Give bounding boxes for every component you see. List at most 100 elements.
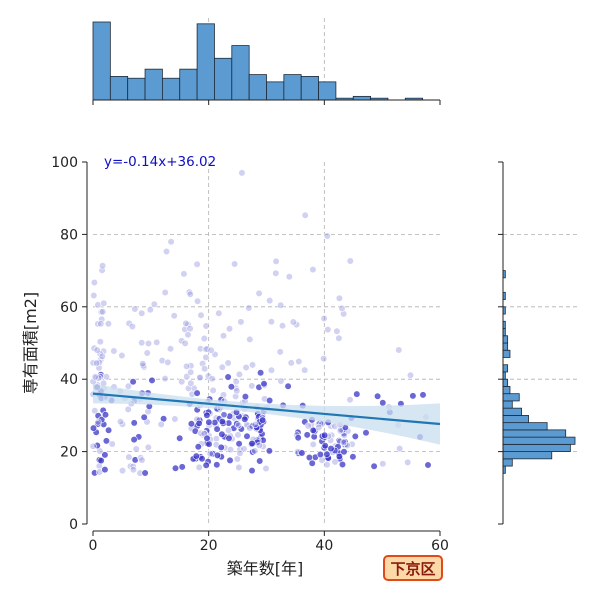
scatter-point [104,426,113,434]
y-hist-bar [502,349,511,358]
x-hist-bar [161,77,181,101]
scatter-point [153,338,161,347]
x-hist-bar [179,68,198,101]
scatter-point [336,427,344,435]
scatter-point [301,366,309,374]
scatter-point [101,451,109,459]
scatter-point [95,358,103,367]
scatter-point [202,461,210,469]
x-hist-bar [92,21,111,101]
y-hist-bar [502,342,509,351]
x-hist-bar [214,57,233,101]
scatter-point [346,257,354,265]
scatter-point [193,389,201,397]
scatter-point [98,315,106,323]
scatter-point [187,379,195,387]
scatter-point [187,368,195,376]
scatter-point [139,360,147,368]
y-hist-bar [502,335,509,344]
scatter-point [340,310,348,318]
y-tick-label: 20 [60,445,78,461]
x-hist-bar [196,23,215,101]
y-hist-bar [502,364,509,373]
y-axis-label: 専有面積[m2] [21,292,40,394]
y-hist-bar [502,414,529,424]
scatter-point [255,289,263,298]
scatter-point [309,426,317,435]
scatter-point [276,348,284,356]
scatter-point [102,373,110,381]
y-tick-label: 100 [51,155,78,171]
scatter-point [327,436,335,445]
scatter-point [116,418,125,426]
scatter-point [194,443,202,451]
scatter-point [98,352,106,360]
scatter-point [91,373,99,381]
y-tick-label: 0 [69,517,78,533]
scatter-point [108,440,116,448]
scatter-point [255,383,263,391]
scatter-point [309,440,317,449]
scatter-point [304,422,312,430]
scatter-point [240,445,248,453]
scatter-point [294,434,302,442]
scatter-point [235,421,243,429]
scatter-point [162,247,171,256]
scatter-point [178,463,186,471]
scatter-point [132,445,140,453]
scatter-point [167,238,175,246]
x-tick-label: 40 [315,538,333,554]
scatter-point [186,290,194,298]
x-tick-label: 20 [200,538,218,554]
scatter-point [235,440,243,448]
scatter-point [305,453,314,462]
scatter-point [204,372,212,380]
x-hist-bar [144,68,163,101]
scatter-point [166,345,175,353]
scatter-point [308,459,316,467]
scatter-point [323,450,331,458]
scatter-point [374,392,382,400]
y-hist-bar [502,436,576,445]
y-tick-label: 40 [60,372,78,388]
scatter-point [251,420,259,429]
scatter-point [235,463,243,472]
scatter-point [101,411,110,419]
scatter-point [349,453,357,461]
y-hist-bar [502,393,520,402]
scatter-point [91,407,99,415]
scatter-point [170,312,178,320]
scatter-point [327,445,335,453]
scatter-point [128,322,136,331]
scatter-point [220,411,228,419]
scatter-point [237,318,245,326]
scatter-point [186,325,194,333]
scatter-point [309,266,317,274]
scatter-point [225,325,234,333]
scatter-point [316,450,325,459]
scatter-point [213,425,221,433]
scatter-point [249,448,257,456]
x-hist-bar [283,74,302,101]
scatter-point [206,450,214,458]
y-tick-label: 60 [60,300,78,316]
scatter-point [267,318,276,326]
scatter-point [183,362,191,371]
scatter-point [184,331,192,339]
scatter-point [362,429,370,437]
scatter-point [195,419,203,428]
scatter-point [272,257,280,266]
scatter-point [97,457,105,465]
scatter-point [245,304,253,312]
scatter-point [224,359,232,367]
scatter-point [248,439,256,448]
scatter-point [424,461,432,469]
scatter-point [262,464,270,473]
scatter-point [335,334,343,342]
scatter-point [140,413,148,421]
scatter-point [180,270,188,278]
y-hist-bar [502,458,513,467]
scatter-point [323,232,331,240]
scatter-point [138,309,146,317]
scatter-point [164,358,172,367]
